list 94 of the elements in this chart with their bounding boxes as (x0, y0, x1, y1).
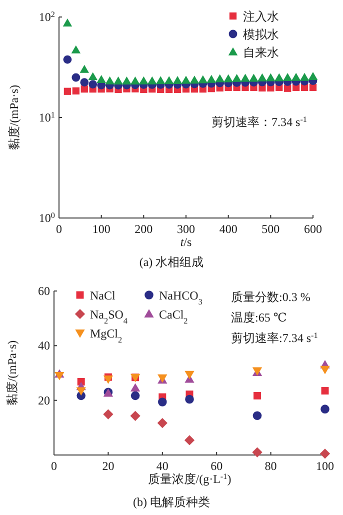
x-tick-label: 200 (134, 222, 153, 236)
x-tick-label: 100 (316, 459, 334, 473)
point (320, 404, 330, 414)
point (274, 73, 284, 82)
point (184, 435, 195, 446)
legend-label: 模拟水 (243, 28, 279, 42)
x-tick-label: 0 (51, 459, 57, 473)
point (54, 372, 64, 380)
annotation: 质量分数:0.3 % (231, 290, 310, 304)
legend-label: 注入水 (243, 10, 279, 24)
point (206, 74, 216, 83)
point (266, 73, 276, 82)
point (320, 448, 330, 459)
legend-label: NaCl (90, 288, 116, 302)
point (96, 75, 106, 84)
point (76, 387, 86, 396)
point (130, 410, 140, 421)
point (181, 76, 191, 84)
x-tick-label: 0 (56, 222, 62, 236)
point (88, 80, 98, 88)
point (122, 76, 132, 85)
point (172, 76, 182, 84)
point (105, 76, 114, 84)
point (249, 74, 258, 82)
point (282, 73, 292, 82)
point (130, 391, 140, 400)
point (198, 75, 208, 84)
annotation: 剪切速率:7.34 s$^{-1}$ (231, 330, 318, 345)
legend-label: 自来水 (243, 46, 279, 60)
y-axis-title: 黏度/(mPa·s) (5, 340, 19, 406)
text: (b) 电解质种类 (133, 495, 210, 509)
point (156, 76, 166, 84)
point (103, 375, 114, 384)
point (139, 76, 148, 84)
point (64, 88, 72, 95)
x-axis-title: t/s (180, 235, 192, 249)
point (300, 72, 310, 81)
point (252, 447, 262, 458)
point (232, 74, 242, 82)
point (258, 73, 267, 82)
point (114, 76, 123, 85)
point (308, 72, 318, 80)
legend-label: NaHCO$_{3}$ (159, 288, 202, 306)
legend-label: CaCl$_{2}$ (159, 308, 188, 325)
annotation: 剪切速率：7.34 s$^{-1}$ (212, 114, 307, 129)
point (62, 18, 72, 26)
point (215, 74, 224, 82)
point (224, 74, 233, 82)
point (252, 411, 262, 420)
y-axis-title: 黏度/(mPa·s) (7, 84, 21, 150)
y-tick-label: 10$^{1}$ (38, 110, 55, 124)
point (80, 78, 89, 86)
point (309, 84, 317, 92)
annotation: 温度:65 ℃ (231, 310, 287, 324)
legend-label: MgCl$_{2}$ (90, 326, 122, 344)
text: (a) 水相组成 (139, 255, 204, 269)
y-tick-label: 20 (38, 393, 50, 408)
point (158, 398, 167, 406)
x-tick-label: 40 (156, 459, 168, 473)
point (157, 418, 168, 428)
x-tick-label: 600 (304, 222, 322, 236)
y-tick-label: 60 (38, 284, 50, 298)
x-tick-label: 400 (219, 222, 238, 236)
point (291, 72, 301, 81)
x-tick-label: 20 (102, 459, 114, 473)
x-tick-label: 100 (92, 222, 110, 236)
point (320, 366, 330, 374)
x-tick-label: 60 (210, 459, 223, 473)
point (148, 76, 157, 84)
point (184, 370, 194, 380)
point (130, 76, 140, 85)
point (72, 73, 80, 82)
x-tick-label: 500 (262, 222, 280, 236)
point (88, 72, 98, 80)
point (130, 383, 140, 392)
point (164, 76, 174, 84)
point (240, 74, 250, 82)
y-tick-label: 10$^{0}$ (38, 210, 55, 225)
x-tick-label: 80 (264, 459, 277, 473)
point (103, 409, 114, 420)
point (72, 87, 80, 94)
legend-label: Na$_{2}$SO$_{4}$ (90, 308, 128, 325)
point (254, 392, 261, 400)
y-tick-label: 10$^{2}$ (38, 10, 55, 24)
x-axis-title: 质量浓度/(g·L$^{-1}$) (148, 472, 232, 486)
point (71, 45, 81, 54)
point (190, 76, 200, 84)
point (284, 84, 292, 92)
point (63, 55, 72, 64)
point (185, 394, 194, 404)
point (321, 387, 329, 395)
x-tick-label: 300 (177, 222, 195, 236)
point (80, 64, 90, 73)
y-tick-label: 40 (38, 338, 50, 353)
